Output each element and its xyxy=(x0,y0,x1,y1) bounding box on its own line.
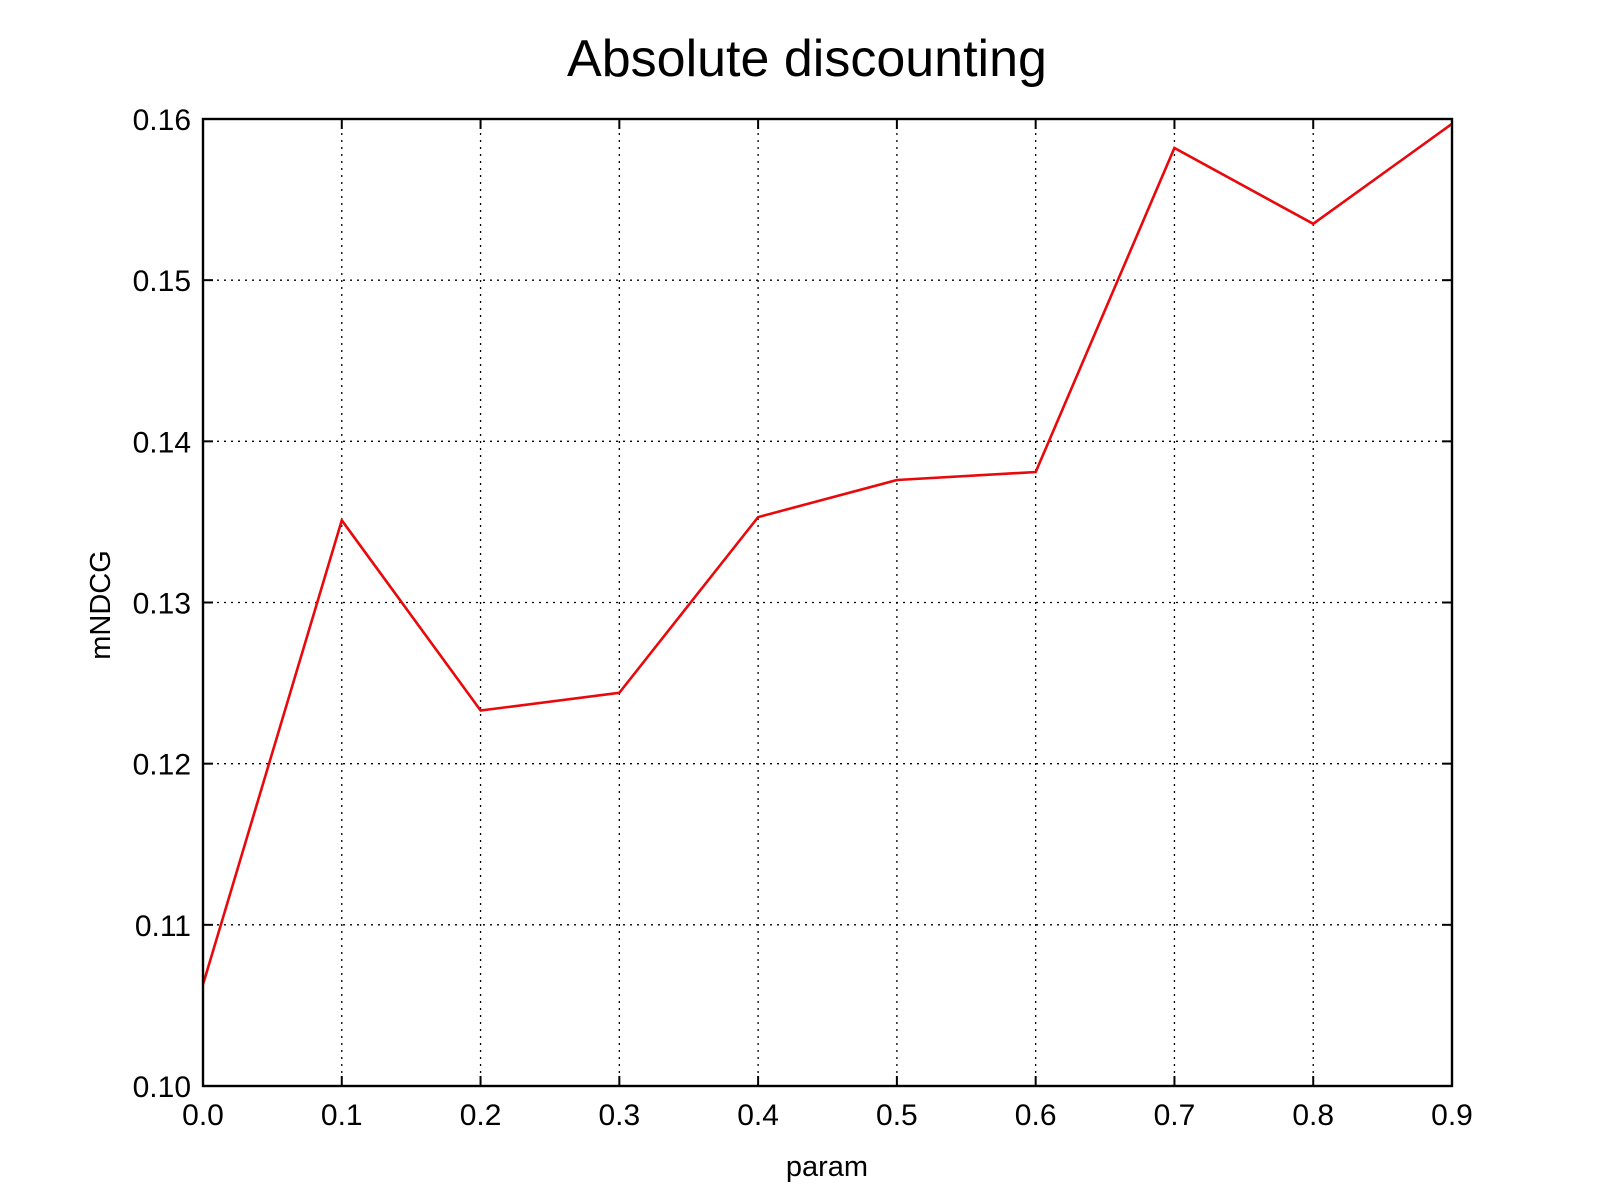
x-tick-label: 0.9 xyxy=(1431,1099,1473,1132)
axis-ticks xyxy=(202,118,1453,1087)
x-tick-label: 0.6 xyxy=(1015,1099,1057,1132)
y-tick-label: 0.15 xyxy=(133,265,191,298)
chart-title: Absolute discounting xyxy=(567,30,1047,88)
x-tick-label: 0.3 xyxy=(598,1099,640,1132)
x-tick-labels: 0.0 0.1 0.2 0.3 0.4 0.5 0.6 0.7 0.8 0.9 xyxy=(182,1099,1473,1132)
y-tick-label: 0.14 xyxy=(133,426,191,459)
x-tick-label: 0.1 xyxy=(321,1099,363,1132)
x-tick-label: 0.7 xyxy=(1154,1099,1196,1132)
x-tick-label: 0.4 xyxy=(737,1099,779,1132)
x-axis-label: param xyxy=(786,1151,868,1183)
gridlines xyxy=(203,119,1452,1086)
y-tick-label: 0.16 xyxy=(133,104,191,137)
y-tick-label: 0.12 xyxy=(133,749,191,782)
series-layer xyxy=(201,122,1453,985)
x-tick-label: 0.8 xyxy=(1292,1099,1334,1132)
x-tick-label: 0.2 xyxy=(460,1099,502,1132)
x-tick-label: 0.5 xyxy=(876,1099,918,1132)
series-line xyxy=(201,122,1453,985)
y-tick-labels: 0.10 0.11 0.12 0.13 0.14 0.15 0.16 xyxy=(133,104,191,1104)
y-axis-label: mNDCG xyxy=(85,550,117,660)
y-tick-label: 0.13 xyxy=(133,588,191,621)
y-tick-label: 0.11 xyxy=(135,910,191,943)
y-tick-label: 0.10 xyxy=(133,1071,191,1104)
x-tick-label: 0.0 xyxy=(182,1099,224,1132)
